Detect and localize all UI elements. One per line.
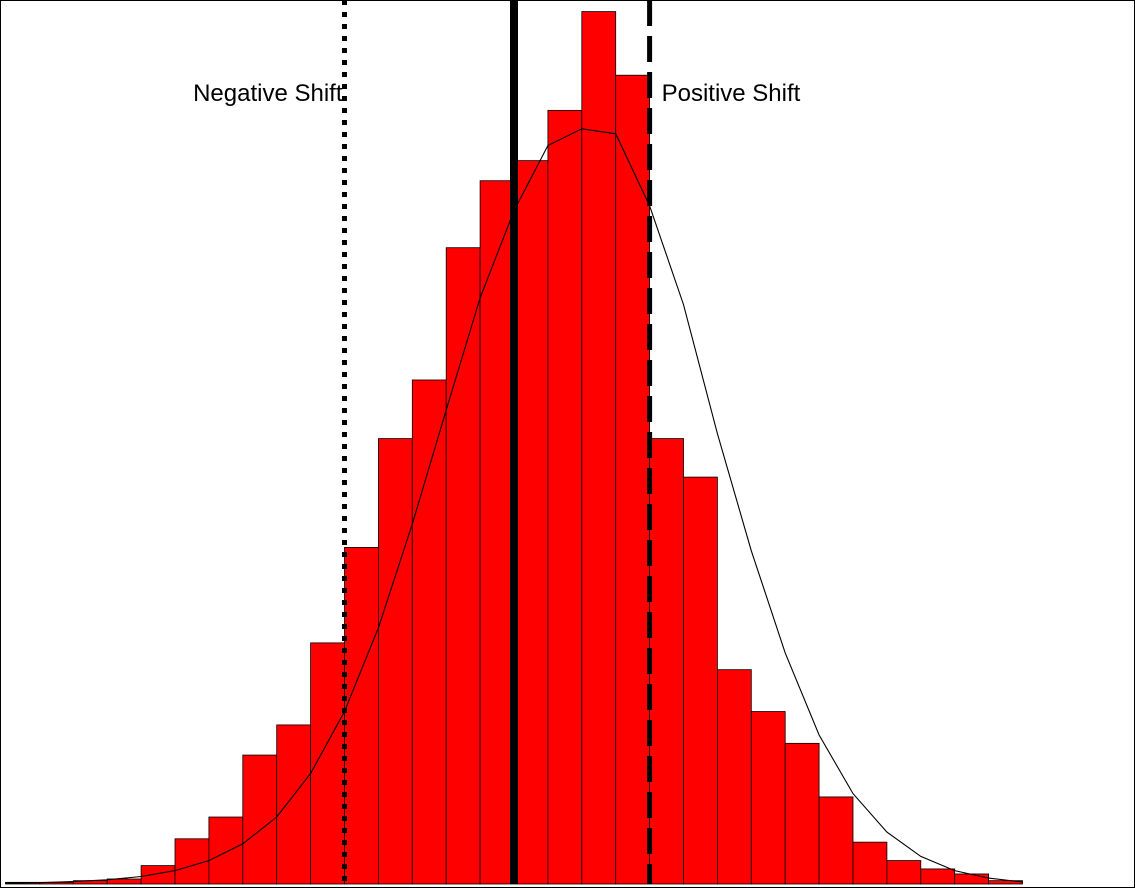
bars-group bbox=[5, 11, 1023, 885]
histogram-bar bbox=[445, 247, 481, 885]
histogram-bar bbox=[920, 868, 956, 885]
histogram-bar bbox=[717, 669, 752, 885]
histogram-bar bbox=[818, 796, 854, 885]
histogram-bar bbox=[988, 880, 1023, 885]
histogram-bar bbox=[344, 547, 379, 885]
histogram-bar bbox=[208, 816, 244, 885]
histogram-bar bbox=[750, 711, 786, 885]
histogram-bar bbox=[242, 754, 278, 885]
histogram-bar bbox=[649, 438, 684, 885]
histogram-bar bbox=[615, 74, 651, 885]
histogram-bar bbox=[479, 180, 515, 885]
histogram-bar bbox=[174, 838, 210, 885]
histogram-bar bbox=[683, 476, 718, 885]
positive-shift-label: Positive Shift bbox=[662, 80, 801, 107]
histogram-bar bbox=[954, 873, 990, 885]
histogram-bar bbox=[140, 865, 176, 885]
reference-lines-group bbox=[342, 0, 653, 884]
histogram-bar bbox=[377, 438, 413, 885]
histogram-bar bbox=[852, 841, 888, 885]
negative-shift-label: Negative Shift bbox=[193, 80, 343, 107]
histogram-bar bbox=[513, 160, 549, 885]
histogram-bar bbox=[276, 724, 312, 885]
histogram-bar bbox=[784, 742, 820, 885]
histogram-bar bbox=[886, 860, 922, 885]
histogram-bar bbox=[581, 11, 617, 885]
histogram-bar bbox=[547, 109, 583, 885]
histogram-bar bbox=[411, 379, 447, 885]
